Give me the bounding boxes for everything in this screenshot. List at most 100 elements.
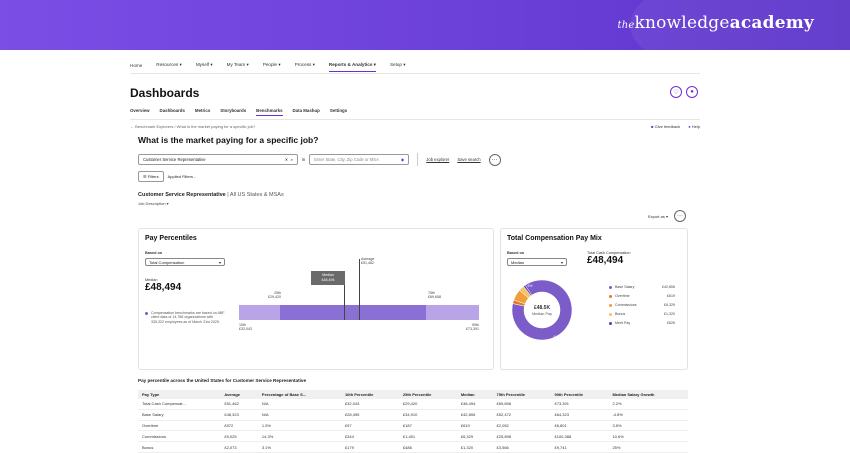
- nav-myself[interactable]: Myself ▾: [195, 62, 213, 67]
- p75-value: £69,658: [428, 295, 441, 300]
- filters-button[interactable]: ☰ Filters: [138, 171, 164, 182]
- nav-setup[interactable]: Setup ▾: [389, 62, 406, 67]
- based-on-select[interactable]: Total Compensation ▾: [145, 258, 225, 266]
- legend-name: Base Salary: [615, 285, 635, 289]
- average-marker-title: Average: [361, 257, 375, 261]
- legend-item: Merit Pay £626: [609, 321, 675, 325]
- brand-the: the: [617, 20, 635, 31]
- table-cell: £344: [340, 430, 399, 443]
- data-note: Compensation benchmarks are based on ABF…: [145, 311, 225, 324]
- page-title: Dashboards: [130, 86, 200, 100]
- nav-people[interactable]: People ▾: [262, 62, 281, 67]
- table-cell: £6,801: [550, 420, 609, 432]
- tab-metrics[interactable]: Metrics: [194, 108, 211, 113]
- tc-based-on-select[interactable]: Median ▾: [507, 258, 567, 266]
- in-label: in: [302, 157, 306, 162]
- table-cell: £3,566: [492, 441, 551, 453]
- column-header[interactable]: Pay Type: [138, 390, 221, 399]
- column-header[interactable]: 25th Percentile: [398, 390, 457, 399]
- table-cell: £1,451: [398, 430, 457, 443]
- pay-mix-donut: £48.5K Median Pay 94% 6%: [511, 279, 573, 341]
- legend-label: Base Salary: [609, 285, 634, 289]
- table-cell: £486: [398, 441, 457, 453]
- tab-data-mashup[interactable]: Data Mashup: [292, 108, 320, 113]
- table-row: Bonus £2,073 3.1% £179 £486 £1,320 £3,566 £9,74…: [138, 441, 688, 453]
- p10-label: 10th £32,043: [239, 323, 252, 332]
- nav-reports-analytics[interactable]: Reports & Analytics ▾: [328, 62, 376, 72]
- legend-label: Bonus: [609, 312, 625, 316]
- table-cell: N/A: [257, 409, 341, 421]
- tab-storyboards[interactable]: Storyboards: [220, 108, 247, 113]
- legend-value: £619: [667, 294, 675, 298]
- search-row: Customer Service Representative ✕ ⌕ in E…: [138, 153, 700, 166]
- job-description-toggle[interactable]: Job Description ▾: [138, 201, 169, 206]
- table-row: Base Salary £48,323 N/A £28,495 £34,910 £42,8…: [138, 409, 688, 421]
- column-header[interactable]: 90th Percentile: [550, 390, 609, 399]
- donut-hole: [524, 292, 560, 328]
- tab-settings[interactable]: Settings: [329, 108, 348, 113]
- legend-item: Commissions £6,329: [609, 303, 675, 307]
- range-bar-p25-p75: [280, 305, 426, 320]
- column-header[interactable]: Average: [220, 390, 258, 399]
- p90-label: 90th £73,391: [466, 323, 479, 332]
- nav-resources[interactable]: Resources ▾: [156, 62, 182, 67]
- favorite-button[interactable]: ♡: [670, 86, 682, 98]
- tab-benchmarks[interactable]: Benchmarks: [256, 108, 283, 116]
- legend-name: Overtime: [615, 294, 630, 298]
- table-cell: Bonus: [138, 441, 221, 453]
- nav-my-team[interactable]: My Team ▾: [226, 62, 249, 67]
- help-icon: ●: [688, 124, 691, 129]
- p25-label: 25th £29,420: [259, 291, 281, 300]
- table-cell: £51,462: [220, 399, 258, 410]
- legend-label: Merit Pay: [609, 321, 630, 325]
- chevron-down-icon: ▾: [218, 259, 221, 265]
- tc-based-on-label: Based on: [507, 251, 525, 255]
- median-marker-title: Median: [322, 273, 334, 277]
- table-row: Overtime £972 1.5% £97 £187 £619 £2,052 £6,801 3…: [138, 420, 688, 432]
- job-heading: Customer Service Representative | All US…: [138, 192, 700, 198]
- job-search-input[interactable]: Customer Service Representative ✕ ⌕: [138, 154, 298, 165]
- export-more-button[interactable]: ···: [674, 210, 686, 222]
- table-cell: 3.5%: [608, 420, 688, 432]
- breadcrumb[interactable]: ← Benchmark Explorers / What is the mark…: [130, 124, 256, 129]
- table-row: Total Cash Compensat... £51,462 N/A £32,043…: [138, 399, 688, 410]
- table-cell: £1,320: [456, 441, 493, 453]
- table-cell: £52,472: [492, 409, 551, 421]
- help-link[interactable]: ● Help: [688, 124, 700, 129]
- export-dropdown[interactable]: Export as ▾: [647, 213, 668, 219]
- job-explorer-link[interactable]: Job explorer: [426, 157, 450, 162]
- table-cell: £2,052: [492, 420, 551, 432]
- column-header[interactable]: 75th Percentile: [492, 390, 551, 399]
- tab-dashboards[interactable]: Dashboards: [159, 108, 185, 113]
- column-header[interactable]: Median: [456, 390, 493, 399]
- table-cell: £73,391: [550, 399, 609, 410]
- divider: [417, 153, 419, 166]
- tc-value: £48,494: [587, 255, 624, 266]
- nav-home[interactable]: Home: [130, 62, 143, 68]
- nav-process[interactable]: Process ▾: [294, 62, 315, 67]
- column-header[interactable]: Median Salary Growth: [608, 390, 688, 399]
- view-button[interactable]: ●: [686, 86, 698, 98]
- search-icon[interactable]: ⌕: [290, 157, 293, 162]
- info-dot-icon: [145, 312, 148, 315]
- legend-name: Commissions: [615, 303, 637, 307]
- donut-center-label: Median Pay: [532, 312, 552, 316]
- save-search-link[interactable]: Save search: [457, 157, 481, 162]
- legend-value: £626: [667, 321, 675, 325]
- table-cell: £34,910: [398, 409, 457, 421]
- legend-swatch: [609, 303, 612, 307]
- donut-small-label: 6%: [528, 284, 533, 288]
- column-header[interactable]: Percentage of Base S...: [257, 390, 341, 399]
- tab-overview[interactable]: Overview: [130, 108, 150, 113]
- p10-title: 10th: [239, 323, 246, 327]
- tc-based-on-value: Median: [511, 259, 525, 265]
- banner-decoration: [630, 0, 850, 50]
- table-cell: £64,323: [550, 409, 609, 421]
- column-header[interactable]: 10th Percentile: [340, 390, 399, 399]
- location-input[interactable]: Enter State, City, Zip Code or MSA ◆: [309, 154, 410, 165]
- more-options-button[interactable]: ···: [488, 153, 501, 166]
- table-row: Commissions £5,025 14.3% £344 £1,451 £6,329 £2…: [138, 430, 688, 443]
- clear-icon[interactable]: ✕: [284, 157, 289, 162]
- give-feedback-link[interactable]: ■ Give feedback: [651, 124, 680, 129]
- legend-swatch: [609, 321, 612, 325]
